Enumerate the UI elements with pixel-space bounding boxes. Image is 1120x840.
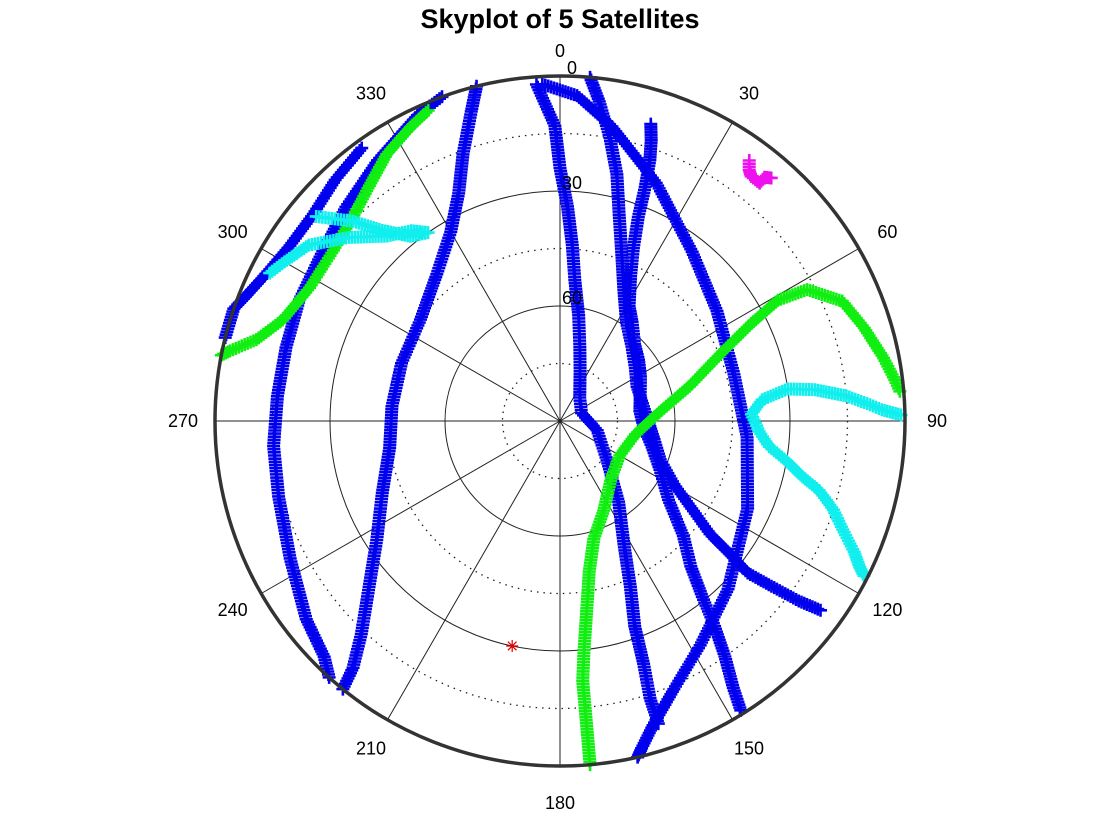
azimuth-tick-label: 210 xyxy=(356,738,386,758)
satellite-track-9 xyxy=(214,103,435,362)
track-marker xyxy=(764,171,778,185)
azimuth-gridline xyxy=(387,420,561,721)
elevation-minor-circle xyxy=(386,247,734,595)
satellite-track-5 xyxy=(267,90,449,684)
satellite-track-7 xyxy=(535,77,755,764)
track-marker xyxy=(265,264,279,278)
plot-frame xyxy=(213,74,907,768)
elevation-circle xyxy=(444,305,676,537)
satellite-track-10 xyxy=(745,382,908,583)
elevation-minor-circle xyxy=(501,362,619,480)
azimuth-gridline xyxy=(260,420,561,594)
tick-labels: 0 30 60 90 120 150 180 210 240 270 300 330 0 30 60 xyxy=(168,41,947,813)
azimuth-tick-label: 90 xyxy=(927,411,947,431)
horizon-circle xyxy=(213,74,907,768)
azimuth-tick-label: 30 xyxy=(739,84,759,104)
azimuth-tick-label: 330 xyxy=(356,84,386,104)
satellite-track-8 xyxy=(576,283,907,772)
track-marker xyxy=(814,603,828,617)
satellite-track-4 xyxy=(336,79,484,696)
satellite-track-11 xyxy=(263,209,435,280)
azimuth-tick-label: 270 xyxy=(168,411,198,431)
satellite-track-12 xyxy=(742,153,778,190)
azimuth-tick-label: 240 xyxy=(218,600,248,620)
azimuth-gridline xyxy=(559,248,860,422)
azimuth-tick-label: 60 xyxy=(877,222,897,242)
azimuth-tick-label: 300 xyxy=(218,222,248,242)
satellite-tracks xyxy=(214,70,908,772)
azimuth-gridline xyxy=(559,121,733,422)
azimuth-tick-label: 180 xyxy=(545,793,575,813)
azimuth-gridline xyxy=(559,420,733,721)
elevation-tick-label: 30 xyxy=(562,173,582,193)
elevation-minor-circle xyxy=(271,132,849,710)
elevation-tick-label: 60 xyxy=(562,288,582,308)
azimuth-tick-label: 0 xyxy=(555,41,565,61)
track-marker xyxy=(263,266,277,280)
satellite-track-6 xyxy=(218,141,369,345)
elevation-tick-label: 0 xyxy=(567,58,577,78)
azimuth-tick-label: 150 xyxy=(734,738,764,758)
chart-title: Skyplot of 5 Satellites xyxy=(420,4,700,34)
azimuth-tick-label: 120 xyxy=(872,600,902,620)
star-marker xyxy=(506,639,519,652)
